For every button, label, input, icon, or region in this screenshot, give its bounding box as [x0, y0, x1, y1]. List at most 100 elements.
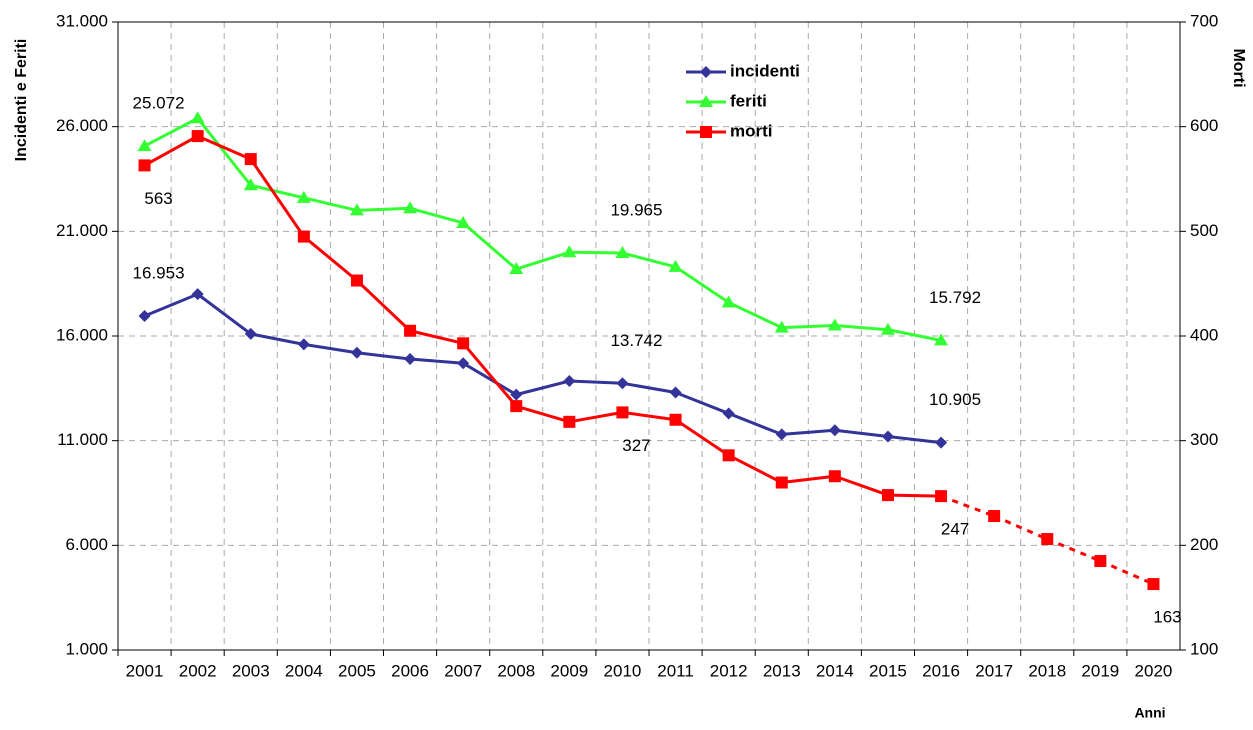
marker-square [700, 126, 712, 138]
x-tick-label: 2012 [710, 661, 748, 680]
line-segment [462, 221, 518, 271]
line-segment [674, 265, 730, 304]
line-segment [781, 324, 835, 330]
marker-square [935, 490, 948, 503]
line-segment [515, 250, 570, 271]
line-segment [143, 116, 199, 148]
marker-square [457, 337, 470, 350]
data-label: 10.905 [929, 390, 981, 409]
marker-triangle [137, 139, 152, 152]
line-segment [1046, 537, 1101, 563]
marker-square [404, 324, 417, 337]
marker-triangle [243, 178, 258, 191]
marker-diamond [350, 346, 363, 359]
marker-triangle [456, 215, 471, 228]
x-tick-label: 2008 [497, 661, 535, 680]
marker-diamond [404, 353, 417, 366]
marker-square [988, 510, 1001, 523]
line-segment [622, 251, 676, 269]
y2-tick-label: 500 [1190, 221, 1218, 240]
x-tick-label: 2018 [1028, 661, 1066, 680]
y-tick-label: 16.000 [56, 325, 108, 344]
marker-triangle [615, 245, 630, 258]
line-segment [409, 329, 464, 345]
data-label: 25.072 [133, 94, 185, 113]
data-label: 563 [144, 189, 172, 208]
x-tick-label: 2013 [763, 661, 801, 680]
line-segment [197, 134, 252, 161]
line-segment [249, 158, 306, 238]
line-segment [834, 324, 889, 332]
x-tick-label: 2001 [126, 661, 164, 680]
line-segment [196, 292, 252, 336]
marker-diamond [775, 428, 788, 441]
marker-triangle [190, 111, 205, 124]
y2-tick-label: 100 [1190, 639, 1218, 658]
line-segment [993, 514, 1048, 541]
line-segment [143, 292, 199, 318]
marker-square [881, 489, 894, 502]
legend-label: morti [730, 121, 773, 140]
y2-axis-title: Morti [1230, 48, 1247, 87]
x-axis-title: Anni [1134, 705, 1165, 721]
y-tick-label: 31.000 [56, 11, 108, 30]
line-segment [887, 493, 942, 498]
y2-tick-label: 400 [1190, 325, 1218, 344]
x-tick-label: 2015 [869, 661, 907, 680]
line-segment [355, 279, 412, 332]
marker-diamond [457, 357, 470, 370]
line-segment [143, 134, 199, 167]
marker-square [563, 415, 576, 428]
data-label: 13.742 [610, 331, 662, 350]
data-label: 15.792 [929, 288, 981, 307]
x-tick-label: 2004 [285, 661, 323, 680]
line-segment [728, 301, 783, 329]
marker-triangle [562, 245, 577, 258]
legend-label: feriti [730, 91, 767, 110]
line-segment [409, 206, 464, 225]
marker-triangle [827, 318, 842, 331]
line-segment [515, 404, 570, 424]
x-tick-label: 2019 [1081, 661, 1119, 680]
marker-diamond [722, 407, 735, 420]
marker-diamond [510, 388, 523, 401]
marker-square [138, 159, 151, 172]
marker-square [722, 449, 735, 462]
marker-triangle [774, 320, 789, 333]
x-tick-label: 2010 [604, 661, 642, 680]
data-label: 16.953 [133, 264, 185, 283]
marker-diamond [616, 377, 629, 390]
line-segment [887, 328, 942, 342]
marker-triangle [880, 322, 895, 335]
y2-tick-label: 300 [1190, 430, 1218, 449]
line-segment [569, 250, 623, 255]
data-label: 247 [941, 520, 969, 539]
marker-diamond [700, 66, 712, 78]
marker-triangle [721, 295, 736, 308]
x-tick-label: 2002 [179, 661, 217, 680]
line-segment [409, 357, 464, 365]
y2-tick-label: 700 [1190, 11, 1218, 30]
marker-triangle [403, 201, 418, 214]
line-segment [569, 379, 623, 385]
line-segment [781, 428, 835, 436]
marker-diamond [138, 310, 151, 323]
marker-triangle [668, 259, 683, 272]
line-segment [250, 183, 305, 200]
marker-diamond [881, 430, 894, 443]
x-tick-label: 2006 [391, 661, 429, 680]
data-label: 327 [622, 436, 650, 455]
marker-square [1147, 578, 1160, 591]
y-tick-label: 21.000 [56, 221, 108, 240]
line-segment [303, 342, 358, 355]
y-tick-label: 1.000 [65, 639, 108, 658]
line-segment [622, 410, 676, 422]
line-segment [250, 332, 305, 346]
marker-triangle [934, 333, 949, 346]
marker-diamond [244, 327, 257, 340]
data-label: 19.965 [610, 200, 662, 219]
marker-square [828, 470, 841, 483]
data-label: 163 [1153, 608, 1181, 627]
marker-square [616, 406, 629, 419]
y-tick-label: 6.000 [65, 535, 108, 554]
